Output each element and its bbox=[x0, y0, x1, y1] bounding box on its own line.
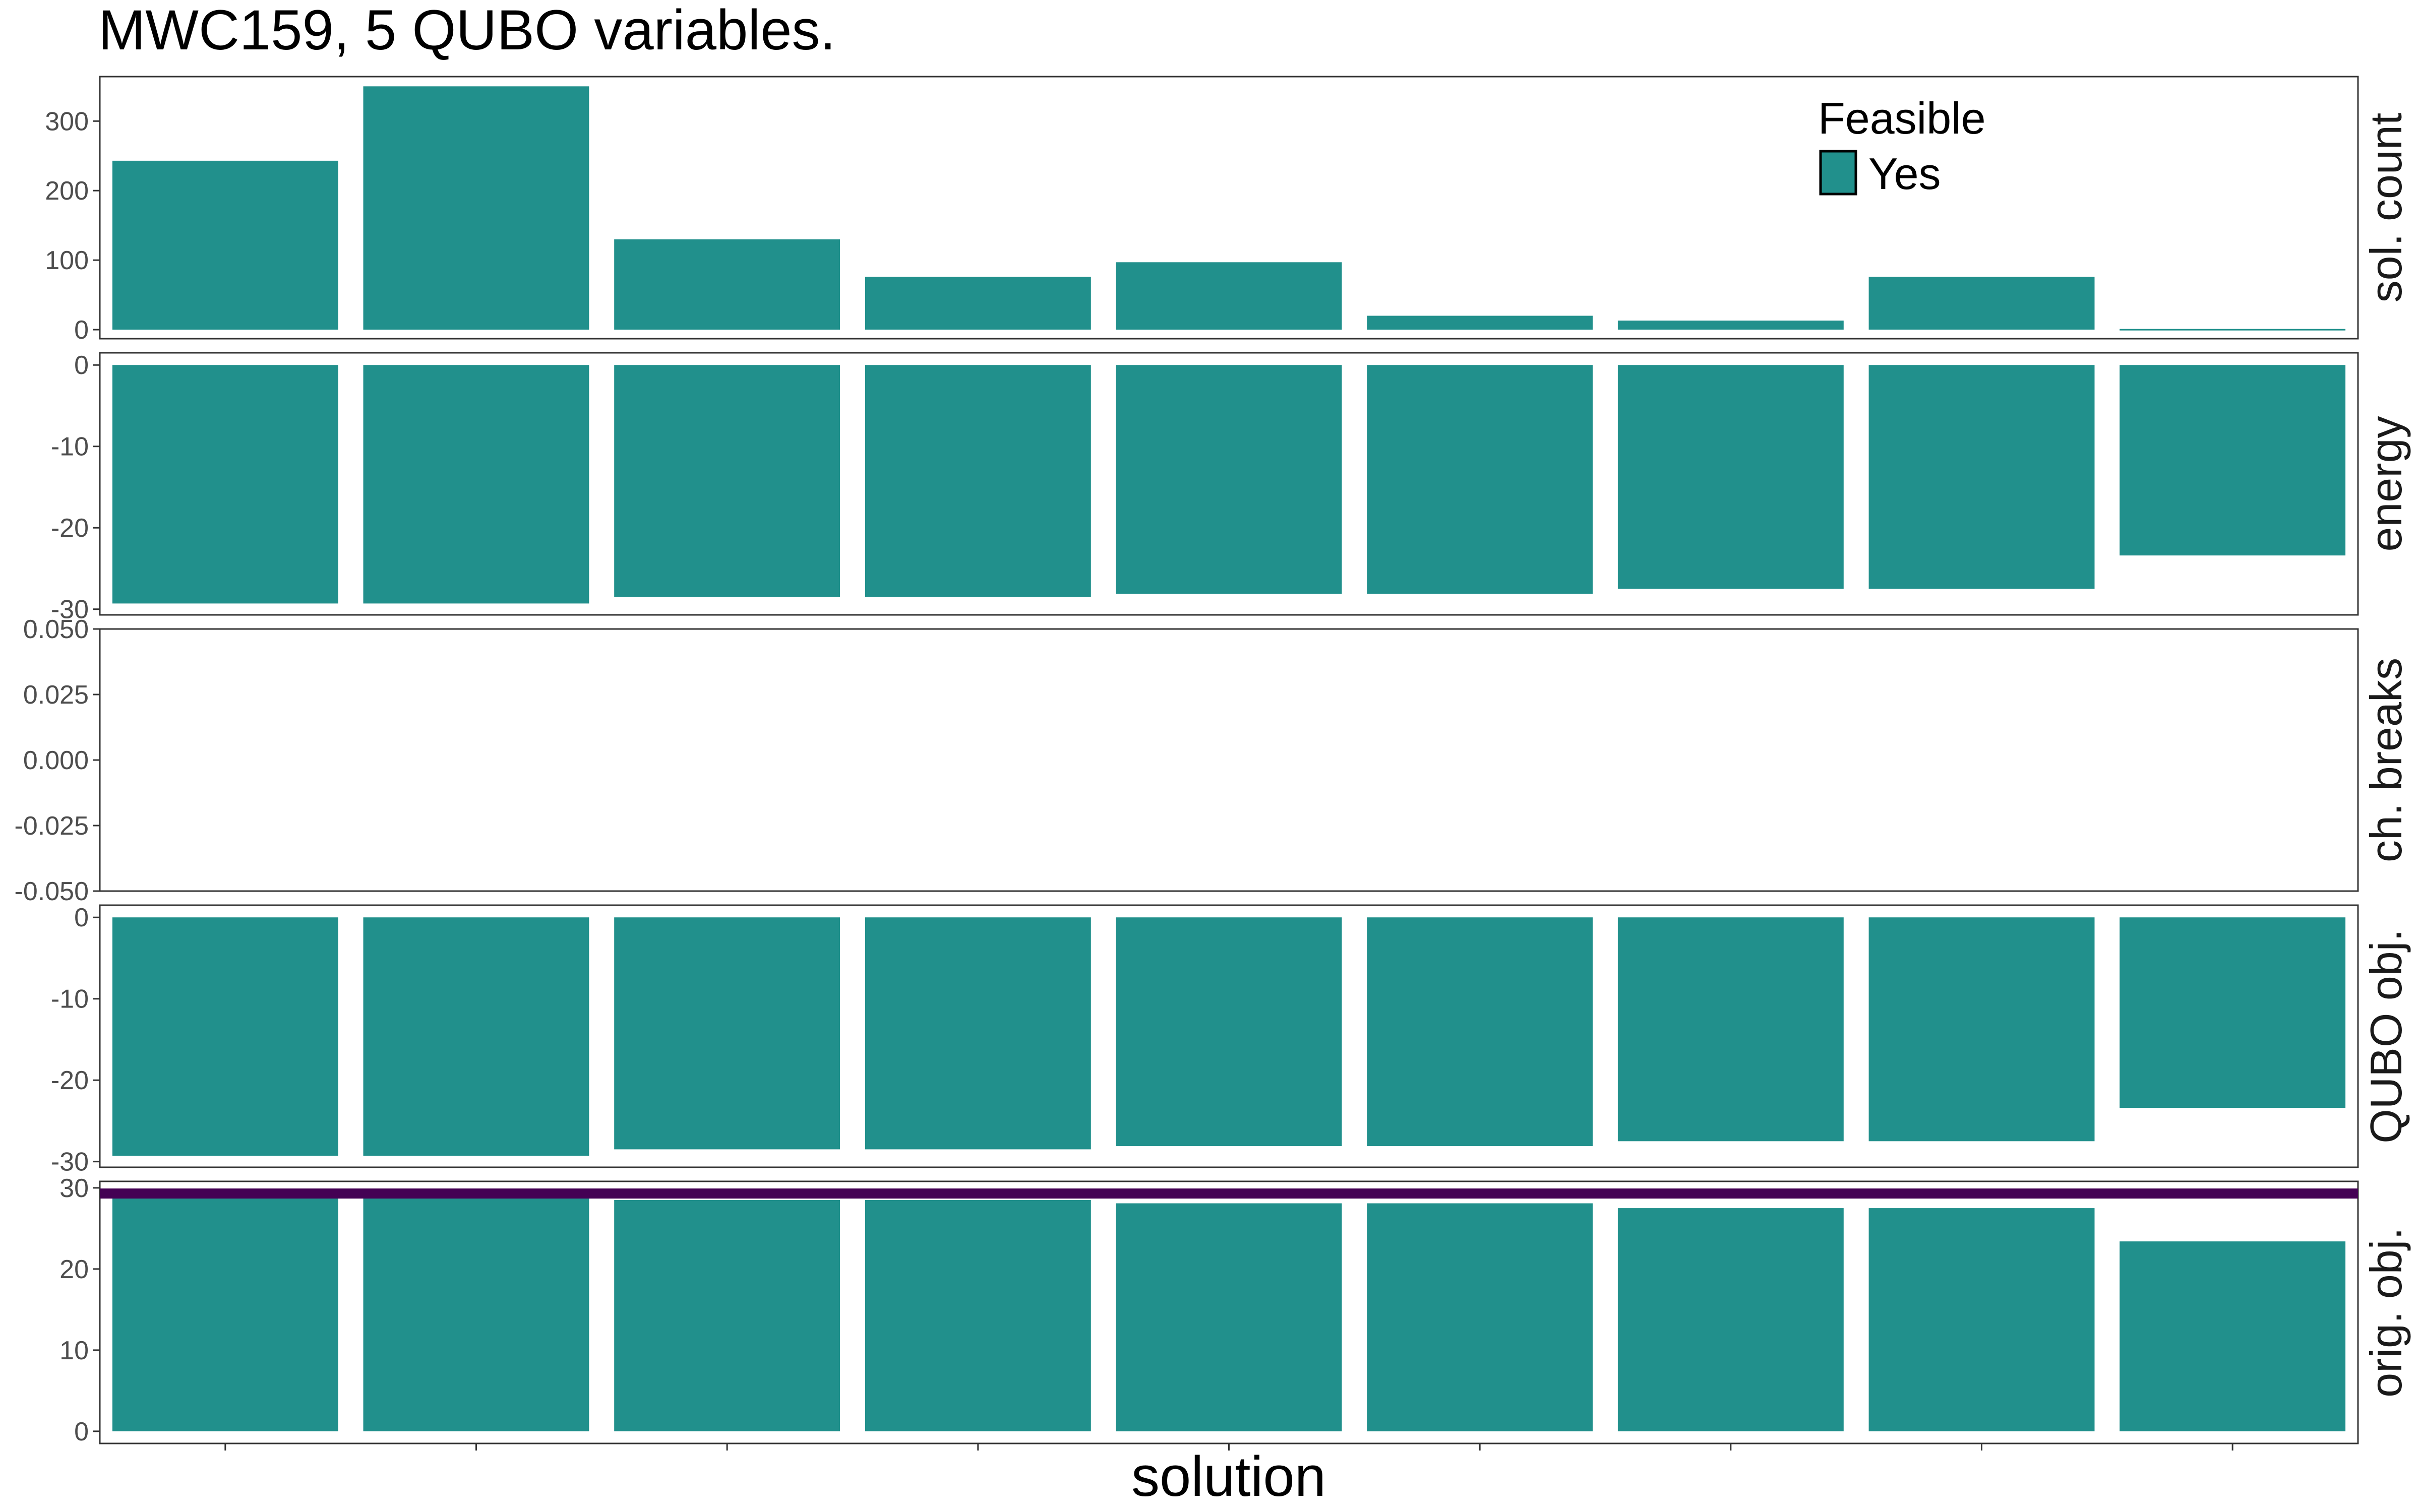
bar bbox=[2120, 365, 2346, 556]
y-tick-label: -10 bbox=[51, 985, 89, 1014]
y-tick-label: 10 bbox=[59, 1336, 89, 1365]
bar bbox=[2120, 917, 2346, 1108]
bar bbox=[1868, 365, 2095, 589]
bar bbox=[363, 365, 589, 604]
bar bbox=[1868, 1208, 2095, 1431]
bar bbox=[1116, 262, 1342, 330]
legend-label-yes: Yes bbox=[1868, 149, 1941, 199]
bar bbox=[1868, 277, 2095, 330]
y-tick-label: -0.025 bbox=[15, 811, 89, 841]
bar bbox=[112, 1193, 338, 1431]
y-tick-label: 0 bbox=[74, 316, 89, 345]
y-tick-label: -0.050 bbox=[15, 877, 89, 906]
x-axis-title: solution bbox=[1131, 1445, 1326, 1508]
y-tick-label: 200 bbox=[45, 176, 89, 206]
bar bbox=[1367, 316, 1593, 330]
strip-label: sol. count bbox=[2361, 113, 2411, 303]
bar bbox=[363, 86, 589, 330]
legend: Feasible Yes bbox=[1818, 93, 1986, 199]
bar bbox=[1617, 365, 1844, 589]
bar bbox=[112, 917, 338, 1156]
strip-label: QUBO obj. bbox=[2361, 929, 2411, 1143]
panel-1: 0 100 200 300 sol. count bbox=[45, 76, 2411, 345]
chart-title: MWC159, 5 QUBO variables. bbox=[98, 0, 836, 61]
bar bbox=[2120, 329, 2346, 331]
bar bbox=[614, 1200, 840, 1431]
bar bbox=[1367, 365, 1593, 594]
y-tick-label: 100 bbox=[45, 246, 89, 275]
y-tick-label: -30 bbox=[51, 1148, 89, 1177]
bar bbox=[1367, 917, 1593, 1146]
y-tick-label: 0.000 bbox=[23, 746, 89, 775]
strip-label: ch. breaks bbox=[2361, 658, 2411, 862]
panel-border bbox=[99, 628, 2359, 892]
y-tick-label: -20 bbox=[51, 514, 89, 543]
bar bbox=[1617, 917, 1844, 1142]
panel-4: 0 -10 -20 -30 QUBO obj. bbox=[51, 903, 2411, 1176]
strip-label: orig. obj. bbox=[2361, 1227, 2411, 1398]
bar bbox=[112, 365, 338, 604]
bar bbox=[112, 160, 338, 330]
bar bbox=[1617, 1208, 1844, 1431]
strip-label: energy bbox=[2361, 416, 2411, 551]
y-tick-label: 300 bbox=[45, 107, 89, 136]
y-tick-label: 0 bbox=[74, 351, 89, 380]
bar bbox=[1617, 321, 1844, 330]
panel-3: 0.050 0.025 0.000 -0.025 -0.050 ch. breaks bbox=[15, 615, 2411, 906]
bar bbox=[1116, 1203, 1342, 1431]
bar bbox=[1868, 917, 2095, 1142]
bar bbox=[865, 365, 1091, 597]
y-tick-label: -10 bbox=[51, 432, 89, 462]
bar bbox=[1116, 917, 1342, 1146]
y-tick-label: -20 bbox=[51, 1066, 89, 1095]
legend-key-yes bbox=[1819, 150, 1857, 196]
y-tick-label: 0 bbox=[74, 1417, 89, 1446]
bar bbox=[363, 917, 589, 1156]
x-axis bbox=[224, 1443, 2233, 1451]
bar bbox=[363, 1193, 589, 1431]
y-tick-label: 20 bbox=[59, 1255, 89, 1284]
y-tick-label: -30 bbox=[51, 595, 89, 624]
panel-5: 0 10 20 30 orig. obj. bbox=[59, 1174, 2411, 1446]
y-tick-label: 0 bbox=[74, 903, 89, 932]
bar bbox=[614, 239, 840, 330]
panel-2: 0 -10 -20 -30 energy bbox=[51, 351, 2411, 624]
bar bbox=[865, 917, 1091, 1150]
bar bbox=[865, 1200, 1091, 1431]
bar bbox=[614, 365, 840, 597]
bar bbox=[1116, 365, 1342, 594]
y-tick-label: 0.025 bbox=[23, 680, 89, 710]
bar bbox=[865, 277, 1091, 330]
y-tick-label: 30 bbox=[59, 1174, 89, 1203]
y-tick-label: 0.050 bbox=[23, 615, 89, 644]
legend-title: Feasible bbox=[1818, 93, 1986, 143]
bar bbox=[1367, 1203, 1593, 1431]
bar bbox=[2120, 1241, 2346, 1431]
bar bbox=[614, 917, 840, 1150]
